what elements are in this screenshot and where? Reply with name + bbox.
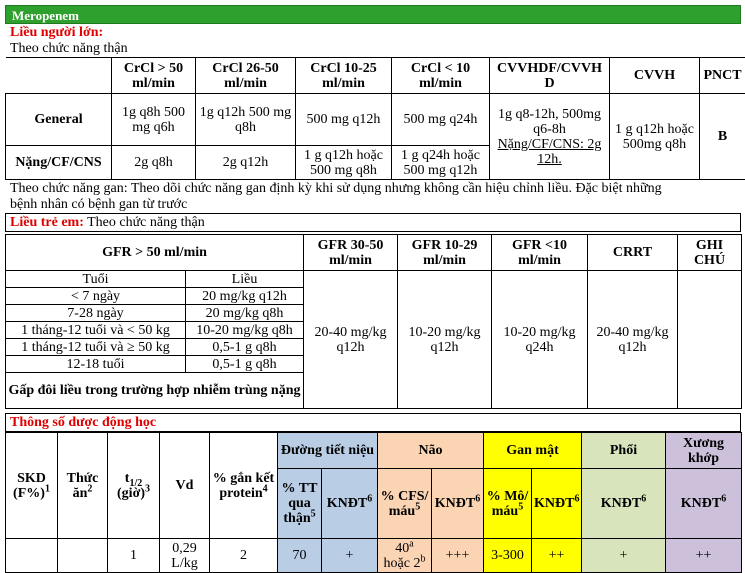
pk-heading: Thông số dược động học bbox=[10, 415, 157, 430]
child-gfr50-header: GFR > 50 ml/min bbox=[5, 234, 304, 271]
pk-lung-kndt-header: KNĐT6 bbox=[581, 468, 666, 539]
hepatic-note-line1: Theo chức năng gan: Theo dõi chức năng g… bbox=[10, 181, 662, 196]
drug-title: Meropenem bbox=[12, 8, 79, 23]
pk-bone-group: Xương khớp bbox=[665, 432, 742, 469]
pk-lung-kndt-value: + bbox=[581, 538, 666, 573]
child-age-cell: 7-28 ngày bbox=[5, 304, 186, 322]
adult-dose-cell: 500 mg q24h bbox=[391, 93, 490, 146]
child-col-header: GFR 10-29 ml/min bbox=[397, 234, 492, 271]
child-heading-line: Liều trẻ em: Theo chức năng thận bbox=[10, 215, 205, 231]
cvvhdf-general: 1g q8-12h, 500mg q6-8h bbox=[497, 106, 602, 137]
pk-vd-value: 0,29 L/kg bbox=[159, 538, 210, 573]
adult-dose-cell: 1g q8h 500 mg q6h bbox=[111, 93, 196, 146]
child-age-dose: 10-20 mg/kg q8h bbox=[185, 321, 304, 339]
adult-dose-cell: 1 g q12h hoặc 500 mg q8h bbox=[295, 145, 392, 180]
pk-urinary-group: Đường tiết niệu bbox=[277, 432, 378, 469]
adult-dose-cell: 2g q12h bbox=[195, 145, 296, 180]
child-age-cell: < 7 ngày bbox=[5, 287, 186, 305]
pk-bile-kndt-header: KNĐT6 bbox=[531, 468, 582, 539]
pk-food-value bbox=[57, 538, 108, 573]
pk-food-header: Thức ăn2 bbox=[57, 432, 108, 539]
cvvhdf-severe: Nặng/CF/CNS: 2g 12h. bbox=[497, 136, 602, 167]
adult-cvvhdf-cell: 1g q8-12h, 500mg q6-8h Nặng/CF/CNS: 2g 1… bbox=[489, 93, 610, 180]
adult-subheading: Theo chức năng thận bbox=[10, 41, 128, 56]
child-double-note: Gấp đôi liều trong trường hợp nhiễm trùn… bbox=[5, 372, 304, 409]
adult-dose-table: CrCl > 50 ml/min CrCl 26-50 ml/min CrCl … bbox=[5, 57, 745, 180]
pk-skd-value bbox=[5, 538, 58, 573]
drug-title-bar: Meropenem bbox=[5, 5, 741, 24]
child-dose-table: GFR > 50 ml/min GFR 30-50 ml/min GFR 10-… bbox=[5, 234, 742, 409]
child-dose-cell: 10-20 mg/kg q24h bbox=[491, 270, 588, 409]
pk-thalf-header: t1/2 (giờ)3 bbox=[107, 432, 160, 539]
adult-row-label: Nặng/CF/CNS bbox=[5, 145, 112, 180]
pk-protein-header: % gắn kết protein4 bbox=[209, 432, 278, 539]
child-dose-header: Liều bbox=[185, 270, 304, 288]
child-note-cell bbox=[677, 270, 742, 409]
child-age-cell: 1 tháng-12 tuổi và < 50 kg bbox=[5, 321, 186, 339]
adult-row-label: General bbox=[5, 93, 112, 146]
child-age-cell: 1 tháng-12 tuổi và ≥ 50 kg bbox=[5, 338, 186, 356]
pk-brain-group: Não bbox=[377, 432, 484, 469]
adult-dose-cell: 2g q8h bbox=[111, 145, 196, 180]
adult-corner-cell bbox=[5, 57, 112, 94]
pk-bone-kndt-value: ++ bbox=[665, 538, 742, 573]
adult-col-header: CrCl > 50 ml/min bbox=[111, 57, 196, 94]
child-col-header: GFR 30-50 ml/min bbox=[303, 234, 398, 271]
pk-bile-group: Gan mật bbox=[483, 432, 582, 469]
adult-dose-cell: 500 mg q12h bbox=[295, 93, 392, 146]
adult-dose-cell: 1 g q24h hoặc 500 mg q12h bbox=[391, 145, 490, 180]
pk-brain-kndt-header: KNĐT6 bbox=[431, 468, 484, 539]
child-heading-box bbox=[5, 213, 741, 232]
child-heading: Liều trẻ em: bbox=[10, 215, 84, 230]
child-col-header: CRRT bbox=[587, 234, 678, 271]
pk-bone-kndt-header: KNĐT6 bbox=[665, 468, 742, 539]
child-age-dose: 20 mg/kg q8h bbox=[185, 304, 304, 322]
pk-urinary-pct-header: % TT qua thận5 bbox=[277, 468, 322, 539]
pk-bile-pct-value: 3-300 bbox=[483, 538, 532, 573]
pk-brain-kndt-value: +++ bbox=[431, 538, 484, 573]
child-age-header: Tuổi bbox=[5, 270, 186, 288]
pk-table: SKD (F%)1 Thức ăn2 t1/2 (giờ)3 Vd % gắn … bbox=[5, 432, 742, 573]
pk-urinary-kndt-header: KNĐT6 bbox=[321, 468, 378, 539]
pk-brain-pct-header: % CFS/ máu5 bbox=[377, 468, 432, 539]
child-col-header: GHI CHÚ bbox=[677, 234, 742, 271]
child-age-dose: 0,5-1 g q8h bbox=[185, 355, 304, 373]
adult-heading: Liều người lớn: bbox=[10, 25, 104, 40]
pk-brain-pct-value: 40a hoặc 2b bbox=[377, 538, 432, 573]
pk-heading-box bbox=[5, 413, 741, 432]
adult-cvvh-cell: 1 g q12h hoặc 500mg q8h bbox=[609, 93, 700, 180]
child-dose-cell: 20-40 mg/kg q12h bbox=[587, 270, 678, 409]
adult-pnct-cell: B bbox=[699, 93, 745, 180]
adult-dose-cell: 1g q12h 500 mg q8h bbox=[195, 93, 296, 146]
pk-urinary-pct-value: 70 bbox=[277, 538, 322, 573]
pk-bile-kndt-value: ++ bbox=[531, 538, 582, 573]
adult-col-header: PNCT bbox=[699, 57, 745, 94]
pk-lung-group: Phổi bbox=[581, 432, 666, 469]
child-age-cell: 12-18 tuổi bbox=[5, 355, 186, 373]
child-subheading: Theo chức năng thận bbox=[87, 215, 205, 230]
adult-col-header: CVVH bbox=[609, 57, 700, 94]
pk-urinary-kndt-value: + bbox=[321, 538, 378, 573]
pk-protein-value: 2 bbox=[209, 538, 278, 573]
adult-col-header: CVVHDF/CVVHD bbox=[489, 57, 610, 94]
pk-skd-header: SKD (F%)1 bbox=[5, 432, 58, 539]
hepatic-note-line2: bệnh nhân có bệnh gan từ trước bbox=[10, 197, 188, 212]
child-dose-cell: 20-40 mg/kg q12h bbox=[303, 270, 398, 409]
pk-vd-header: Vd bbox=[159, 432, 210, 539]
adult-col-header: CrCl < 10 ml/min bbox=[391, 57, 490, 94]
pk-bile-pct-header: % Mô/ máu5 bbox=[483, 468, 532, 539]
adult-col-header: CrCl 10-25 ml/min bbox=[295, 57, 392, 94]
child-dose-cell: 10-20 mg/kg q12h bbox=[397, 270, 492, 409]
child-col-header: GFR <10 ml/min bbox=[491, 234, 588, 271]
child-age-dose: 0,5-1 g q8h bbox=[185, 338, 304, 356]
pk-thalf-value: 1 bbox=[107, 538, 160, 573]
adult-col-header: CrCl 26-50 ml/min bbox=[195, 57, 296, 94]
child-age-dose: 20 mg/kg q12h bbox=[185, 287, 304, 305]
